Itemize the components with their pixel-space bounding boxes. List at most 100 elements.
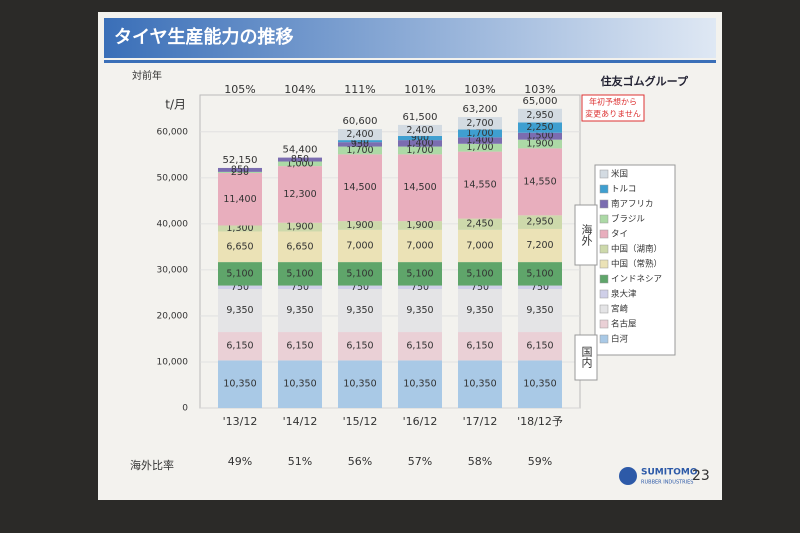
bar-segment — [518, 228, 562, 263]
segment-label: 2,400 — [406, 125, 433, 136]
legend-label: 名古屋 — [611, 319, 637, 330]
bar-segment — [518, 122, 562, 133]
segment-label: 5,100 — [286, 268, 313, 279]
segment-label: 1,700 — [466, 128, 493, 139]
segment-label: 750 — [471, 282, 489, 293]
segment-label: 1,000 — [286, 158, 313, 169]
total-label: 60,600 — [343, 116, 378, 127]
ratio-label: 海外比率 — [130, 458, 174, 472]
segment-label: 1,900 — [526, 139, 553, 150]
legend-label: インドネシア — [611, 275, 662, 285]
ratio-value: 58% — [468, 455, 492, 468]
bar-segment — [518, 285, 562, 290]
legend-swatch — [599, 214, 609, 224]
bar-segment — [338, 360, 382, 408]
bar-segment — [518, 262, 562, 286]
legend-label: 泉大津 — [611, 289, 637, 300]
legend-swatch — [599, 274, 609, 284]
note: 年初予想から — [589, 97, 637, 107]
bar-segment — [278, 262, 322, 286]
segment-label: 12,300 — [283, 189, 316, 200]
bar-segment — [278, 231, 322, 263]
bar-segment — [218, 173, 262, 226]
group-label: 海外 — [580, 223, 593, 247]
legend-swatch — [599, 289, 609, 299]
bar-segment — [338, 221, 382, 230]
bar-segment — [518, 148, 562, 216]
segment-label: 2,700 — [466, 118, 493, 129]
bar-segment — [518, 139, 562, 149]
segment-label: 750 — [531, 282, 549, 293]
segment-label: 5,100 — [226, 268, 253, 279]
yoy-value: 103% — [524, 83, 555, 96]
segment-label: 6,150 — [406, 341, 433, 352]
segment-label: 10,350 — [343, 379, 376, 390]
bar-segment — [458, 332, 502, 361]
bar-segment — [458, 289, 502, 333]
bar-segment — [518, 215, 562, 229]
bar-segment — [458, 285, 502, 290]
note: 変更ありません — [585, 109, 641, 119]
segment-label: 14,550 — [463, 180, 496, 191]
ratio-value: 51% — [288, 455, 312, 468]
bar-segment — [338, 140, 382, 143]
yoy-value: 103% — [464, 83, 495, 96]
yoy-value: 101% — [404, 83, 435, 96]
y-tick-label: 40,000 — [157, 219, 189, 229]
legend-label: 米国 — [611, 169, 628, 180]
x-tick-label: '13/12 — [223, 415, 258, 428]
bar-segment — [458, 117, 502, 130]
bar-segment — [338, 146, 382, 155]
bar-segment — [458, 218, 502, 230]
bar-segment — [398, 221, 442, 230]
total-label: 52,150 — [223, 155, 258, 166]
x-tick-label: '14/12 — [283, 415, 318, 428]
segment-label: 7,000 — [346, 240, 373, 251]
bar-segment — [458, 360, 502, 408]
ratio-value: 59% — [528, 455, 552, 468]
segment-label: 750 — [231, 282, 249, 293]
bar-segment — [218, 285, 262, 290]
bar-segment — [338, 229, 382, 263]
bar-segment — [458, 137, 502, 144]
bar-segment — [398, 360, 442, 408]
segment-label: 2,450 — [466, 219, 493, 230]
segment-label: 6,150 — [226, 341, 253, 352]
segment-label: 1,900 — [286, 222, 313, 233]
yoy-value: 111% — [344, 83, 375, 96]
note-box — [581, 94, 645, 122]
segment-label: 9,350 — [406, 305, 433, 316]
bar-segment — [458, 229, 502, 263]
bar-segment — [338, 129, 382, 141]
group-label: 国内 — [580, 346, 593, 369]
bar-segment — [278, 289, 322, 333]
x-tick-label: '17/12 — [463, 415, 498, 428]
segment-label: 5,100 — [346, 268, 373, 279]
segment-label: 9,350 — [466, 305, 493, 316]
logo: RUBBER INDUSTRIES — [641, 480, 693, 486]
legend-swatch — [599, 229, 609, 239]
bar-segment — [338, 262, 382, 286]
segment-label: 2,400 — [346, 129, 373, 140]
yoy-value: 104% — [284, 83, 315, 96]
segment-label: 14,500 — [403, 182, 436, 193]
legend-swatch — [599, 184, 609, 194]
segment-label: 1,700 — [466, 142, 493, 153]
page-number: 23 — [692, 468, 710, 484]
legend-label: 白河 — [611, 334, 629, 345]
segment-label: 1,900 — [406, 220, 433, 231]
bar-segment — [338, 154, 382, 222]
bar-segment — [458, 143, 502, 152]
bar-segment — [518, 108, 562, 123]
ratio-value: 57% — [408, 455, 432, 468]
y-unit: t/月 — [165, 98, 186, 112]
y-tick-label: 0 — [182, 404, 188, 414]
segment-label: 900 — [411, 133, 429, 144]
segment-label: 1,300 — [226, 223, 253, 234]
segment-label: 10,350 — [523, 379, 556, 390]
segment-label: 6,150 — [526, 341, 553, 352]
group-name: 住友ゴムグループ — [601, 74, 689, 88]
legend-swatch — [599, 304, 609, 314]
bar-segment — [518, 132, 562, 140]
